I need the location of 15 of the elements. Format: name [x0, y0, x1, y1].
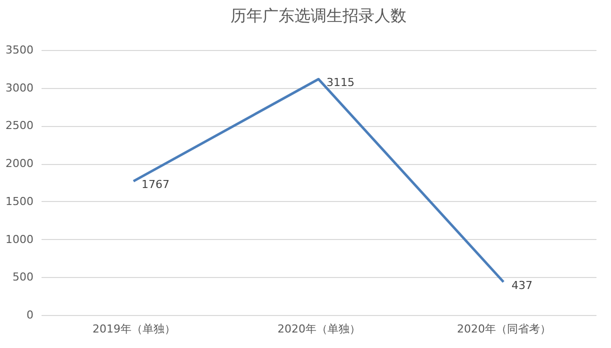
y-tick-label: 0	[26, 308, 34, 322]
chart-title: 历年广东选调生招录人数	[230, 6, 406, 25]
data-label: 3115	[326, 76, 354, 90]
data-label: 1767	[142, 178, 170, 192]
y-tick-label: 500	[12, 270, 34, 284]
y-tick-label: 3000	[6, 81, 34, 94]
y-tick-label: 2500	[6, 119, 34, 132]
data-label: 437	[512, 278, 532, 292]
x-tick-label: 2020年（同省考）	[457, 322, 551, 336]
x-tick-label: 2020年（单独）	[278, 322, 360, 336]
y-tick-label: 1000	[6, 232, 34, 246]
x-tick-label: 2019年（单独）	[92, 322, 176, 336]
y-tick-label: 2000	[6, 157, 34, 170]
y-tick-label: 1500	[6, 194, 34, 208]
y-tick-label: 3500	[6, 44, 34, 56]
